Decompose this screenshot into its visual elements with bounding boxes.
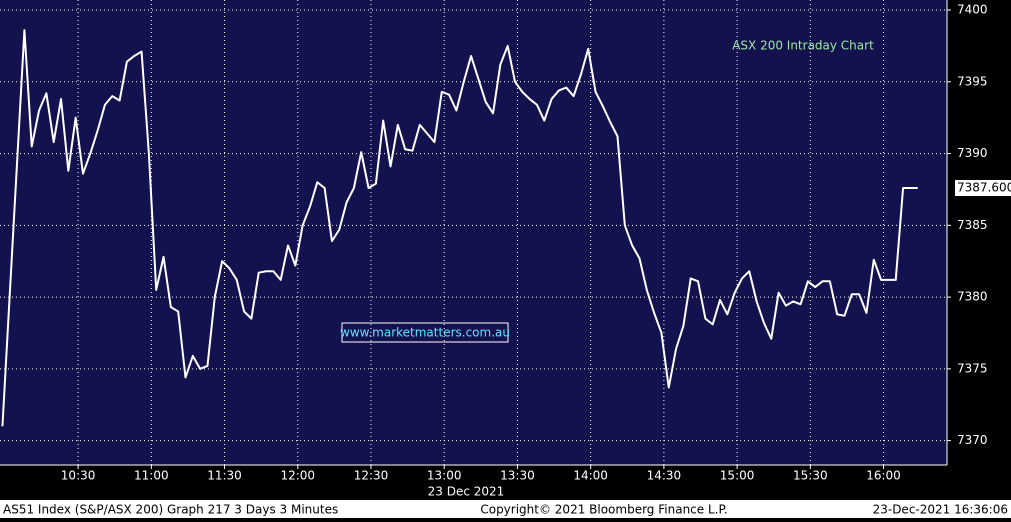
- x-tick-label: 12:30: [354, 469, 389, 483]
- x-tick-label: 12:00: [280, 469, 315, 483]
- y-tick-label: 7380: [957, 290, 988, 304]
- x-tick-label: 11:00: [134, 469, 169, 483]
- x-tick-label: 14:00: [573, 469, 608, 483]
- y-tick-label: 7400: [957, 3, 988, 17]
- x-tick-label: 16:00: [866, 469, 901, 483]
- footer-right: 23-Dec-2021 16:36:06: [873, 503, 1008, 517]
- y-tick-label: 7390: [957, 146, 988, 160]
- watermark: www.marketmatters.com.au: [340, 326, 510, 340]
- x-tick-label: 14:30: [647, 469, 682, 483]
- watermark-box: [341, 322, 509, 343]
- x-tick-label: 13:00: [427, 469, 462, 483]
- x-tick-label: 15:00: [720, 469, 755, 483]
- footer-left: AS51 Index (S&P/ASX 200) Graph 217 3 Day…: [3, 503, 338, 517]
- footer-center: Copyright© 2021 Bloomberg Finance L.P.: [480, 503, 727, 517]
- x-tick-label: 13:30: [500, 469, 535, 483]
- last-price-label: 7387.600: [957, 181, 1011, 195]
- x-tick-label: 11:30: [207, 469, 242, 483]
- footer-background: [0, 500, 1011, 518]
- x-axis-label: 23 Dec 2021: [428, 485, 505, 499]
- y-tick-label: 7375: [957, 361, 988, 375]
- y-tick-label: 7395: [957, 74, 988, 88]
- price-line: [1, 29, 918, 427]
- x-tick-label: 10:30: [61, 469, 96, 483]
- x-tick-label: 15:30: [793, 469, 828, 483]
- chart-title: ASX 200 Intraday Chart: [732, 39, 874, 53]
- y-tick-label: 7370: [957, 433, 988, 447]
- y-tick-label: 7385: [957, 218, 988, 232]
- last-price-box: [955, 180, 1011, 197]
- plot-background: [0, 0, 947, 465]
